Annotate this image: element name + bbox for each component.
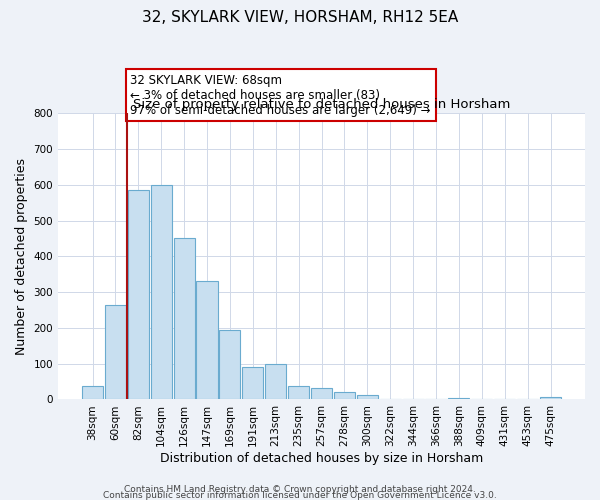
Bar [173, 238, 194, 400]
Bar [151, 185, 172, 400]
Title: Size of property relative to detached houses in Horsham: Size of property relative to detached ho… [133, 98, 510, 110]
Bar [288, 386, 309, 400]
Bar [105, 304, 126, 400]
Bar [265, 364, 286, 400]
Bar [334, 392, 355, 400]
Text: 32 SKYLARK VIEW: 68sqm
← 3% of detached houses are smaller (83)
97% of semi-deta: 32 SKYLARK VIEW: 68sqm ← 3% of detached … [130, 74, 431, 117]
Text: 32, SKYLARK VIEW, HORSHAM, RH12 5EA: 32, SKYLARK VIEW, HORSHAM, RH12 5EA [142, 10, 458, 25]
Y-axis label: Number of detached properties: Number of detached properties [15, 158, 28, 355]
Bar [448, 398, 469, 400]
Bar [311, 388, 332, 400]
Bar [220, 330, 241, 400]
Bar [242, 368, 263, 400]
Bar [128, 190, 149, 400]
Bar [196, 280, 218, 400]
Text: Contains public sector information licensed under the Open Government Licence v3: Contains public sector information licen… [103, 490, 497, 500]
Bar [540, 397, 561, 400]
Bar [357, 395, 378, 400]
Bar [82, 386, 103, 400]
Text: Contains HM Land Registry data © Crown copyright and database right 2024.: Contains HM Land Registry data © Crown c… [124, 484, 476, 494]
X-axis label: Distribution of detached houses by size in Horsham: Distribution of detached houses by size … [160, 452, 483, 465]
